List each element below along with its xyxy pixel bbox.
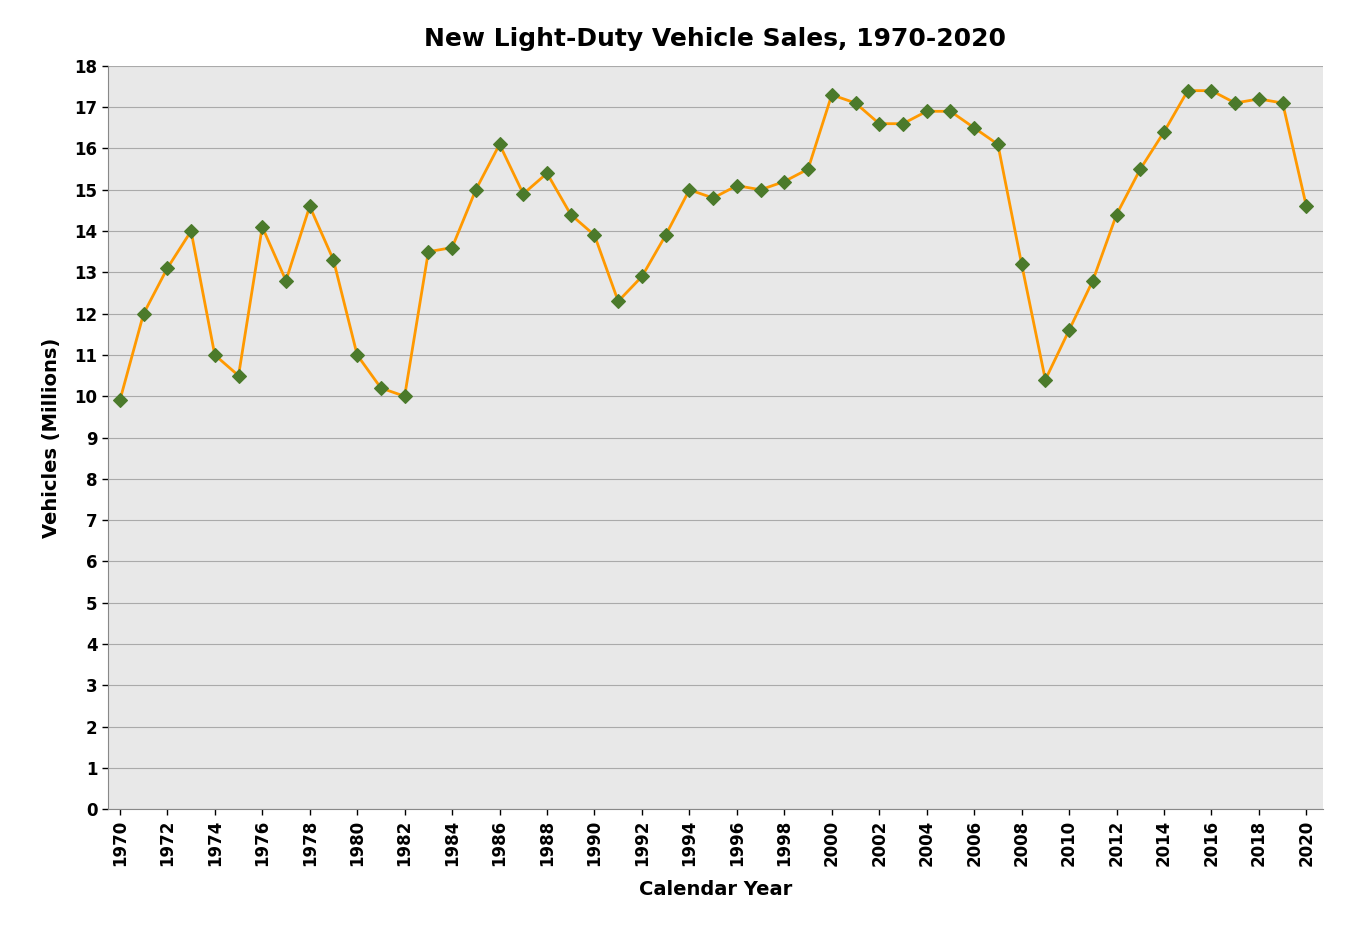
Title: New Light-Duty Vehicle Sales, 1970-2020: New Light-Duty Vehicle Sales, 1970-2020: [424, 27, 1007, 52]
Y-axis label: Vehicles (Millions): Vehicles (Millions): [42, 338, 61, 537]
X-axis label: Calendar Year: Calendar Year: [639, 880, 792, 899]
